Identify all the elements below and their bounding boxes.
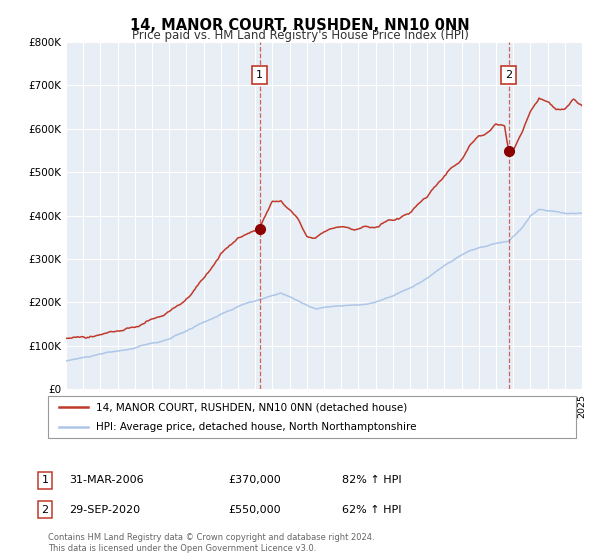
Text: 31-MAR-2006: 31-MAR-2006 [69,475,143,486]
Text: HPI: Average price, detached house, North Northamptonshire: HPI: Average price, detached house, Nort… [95,422,416,432]
Text: 1: 1 [41,475,49,486]
Text: This data is licensed under the Open Government Licence v3.0.: This data is licensed under the Open Gov… [48,544,316,553]
Text: 1: 1 [256,70,263,80]
FancyBboxPatch shape [48,396,576,438]
Text: £550,000: £550,000 [228,505,281,515]
Text: Price paid vs. HM Land Registry's House Price Index (HPI): Price paid vs. HM Land Registry's House … [131,29,469,42]
Text: 29-SEP-2020: 29-SEP-2020 [69,505,140,515]
Text: 2: 2 [41,505,49,515]
Text: Contains HM Land Registry data © Crown copyright and database right 2024.: Contains HM Land Registry data © Crown c… [48,533,374,542]
Text: 62% ↑ HPI: 62% ↑ HPI [342,505,401,515]
Text: 14, MANOR COURT, RUSHDEN, NN10 0NN (detached house): 14, MANOR COURT, RUSHDEN, NN10 0NN (deta… [95,402,407,412]
Text: 2: 2 [505,70,512,80]
Text: £370,000: £370,000 [228,475,281,486]
Text: 82% ↑ HPI: 82% ↑ HPI [342,475,401,486]
Text: 14, MANOR COURT, RUSHDEN, NN10 0NN: 14, MANOR COURT, RUSHDEN, NN10 0NN [130,18,470,33]
